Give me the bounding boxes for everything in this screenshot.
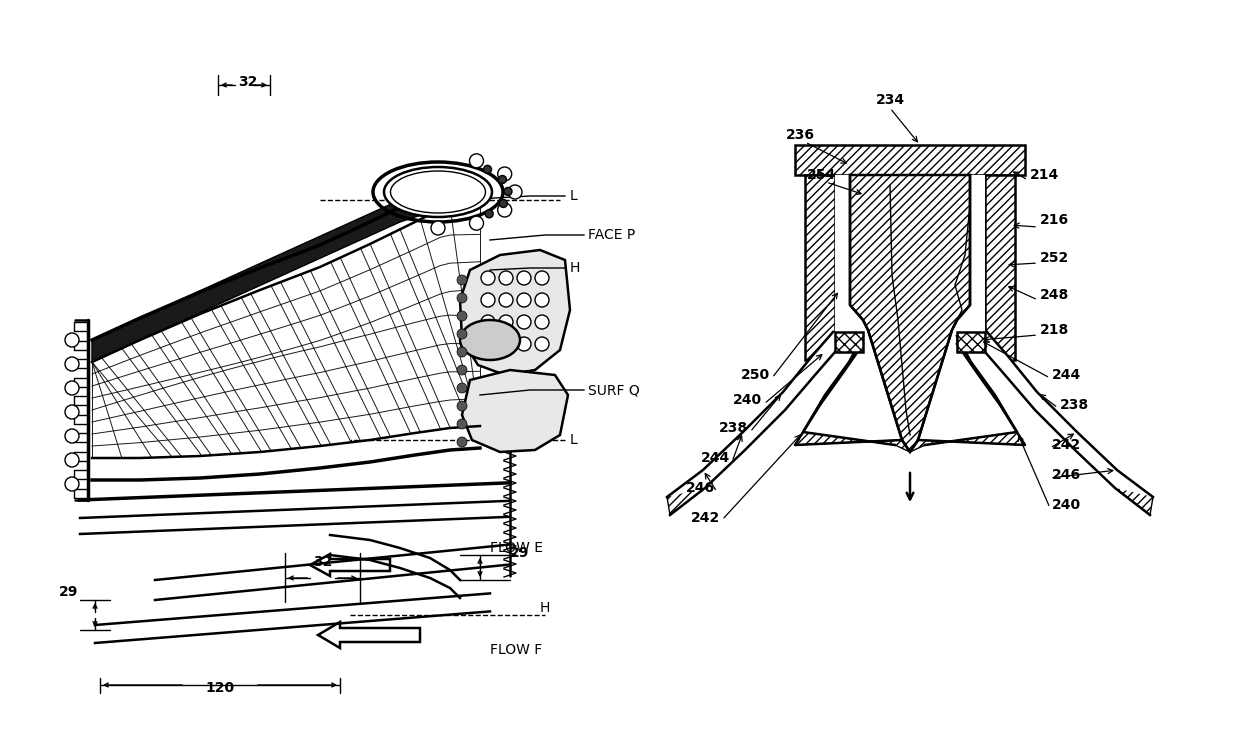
Text: FLOW F: FLOW F [490, 643, 542, 657]
Ellipse shape [460, 320, 520, 360]
Ellipse shape [384, 167, 492, 217]
Polygon shape [460, 250, 570, 375]
Polygon shape [910, 336, 1025, 452]
Circle shape [497, 167, 512, 181]
Text: 242: 242 [691, 511, 720, 525]
Circle shape [517, 293, 531, 307]
Circle shape [503, 187, 512, 196]
Text: 246: 246 [686, 481, 715, 495]
Text: 216: 216 [1040, 213, 1069, 227]
Text: 238: 238 [1060, 398, 1089, 412]
Polygon shape [92, 185, 445, 362]
Circle shape [534, 337, 549, 351]
Text: SURF Q: SURF Q [588, 383, 640, 397]
Circle shape [498, 337, 513, 351]
Circle shape [485, 210, 494, 218]
Circle shape [470, 216, 484, 230]
Circle shape [458, 437, 467, 447]
Circle shape [458, 275, 467, 285]
Circle shape [481, 271, 495, 285]
Circle shape [497, 203, 512, 217]
Text: 254: 254 [807, 168, 837, 182]
Circle shape [432, 221, 445, 235]
Circle shape [517, 315, 531, 329]
Circle shape [481, 337, 495, 351]
Circle shape [534, 315, 549, 329]
Text: 244: 244 [701, 451, 730, 465]
Circle shape [481, 315, 495, 329]
Circle shape [484, 165, 491, 173]
Circle shape [517, 337, 531, 351]
Text: L: L [570, 433, 578, 447]
Circle shape [508, 185, 522, 199]
Text: 246: 246 [1052, 468, 1081, 482]
Polygon shape [985, 175, 1016, 360]
Polygon shape [835, 175, 985, 360]
Text: H: H [570, 261, 580, 275]
Circle shape [64, 429, 79, 443]
Polygon shape [805, 175, 835, 360]
Polygon shape [667, 332, 835, 515]
Circle shape [500, 199, 507, 207]
Polygon shape [795, 336, 910, 452]
Circle shape [458, 401, 467, 411]
Text: 240: 240 [1052, 498, 1081, 512]
Text: 32: 32 [314, 555, 332, 569]
Circle shape [534, 293, 549, 307]
Text: 218: 218 [1040, 323, 1069, 337]
Circle shape [498, 271, 513, 285]
Circle shape [458, 293, 467, 303]
Polygon shape [849, 175, 970, 452]
Text: FACE P: FACE P [588, 228, 635, 242]
Text: 214: 214 [1030, 168, 1059, 182]
Circle shape [498, 176, 506, 184]
Circle shape [458, 347, 467, 357]
Text: FLOW E: FLOW E [490, 541, 543, 555]
Text: 244: 244 [1052, 368, 1081, 382]
Polygon shape [918, 332, 1153, 497]
Text: 234: 234 [875, 93, 904, 107]
Circle shape [64, 381, 79, 395]
Text: 29: 29 [58, 585, 78, 599]
Polygon shape [985, 332, 1153, 515]
Circle shape [458, 311, 467, 321]
Circle shape [64, 357, 79, 371]
Circle shape [64, 333, 79, 347]
Text: 120: 120 [206, 681, 234, 695]
Circle shape [458, 329, 467, 339]
Circle shape [534, 271, 549, 285]
Circle shape [458, 419, 467, 429]
Text: 248: 248 [1040, 288, 1069, 302]
Text: L: L [570, 189, 578, 203]
Polygon shape [835, 332, 863, 352]
Text: H: H [539, 601, 551, 615]
Circle shape [498, 315, 513, 329]
Text: 252: 252 [1040, 251, 1069, 265]
Circle shape [498, 293, 513, 307]
Polygon shape [795, 145, 1025, 175]
Text: 29: 29 [510, 546, 529, 560]
Text: 240: 240 [733, 393, 763, 407]
Circle shape [517, 271, 531, 285]
Text: 242: 242 [1052, 438, 1081, 452]
Circle shape [470, 154, 484, 167]
Circle shape [458, 383, 467, 393]
Circle shape [458, 365, 467, 375]
Text: 236: 236 [785, 128, 815, 142]
Polygon shape [667, 332, 901, 497]
Circle shape [64, 405, 79, 419]
Text: 250: 250 [740, 368, 770, 382]
Text: 32: 32 [238, 75, 258, 89]
Text: 238: 238 [719, 421, 748, 435]
Polygon shape [463, 370, 568, 452]
Circle shape [64, 477, 79, 491]
Polygon shape [957, 332, 985, 352]
Circle shape [64, 453, 79, 467]
Circle shape [481, 293, 495, 307]
